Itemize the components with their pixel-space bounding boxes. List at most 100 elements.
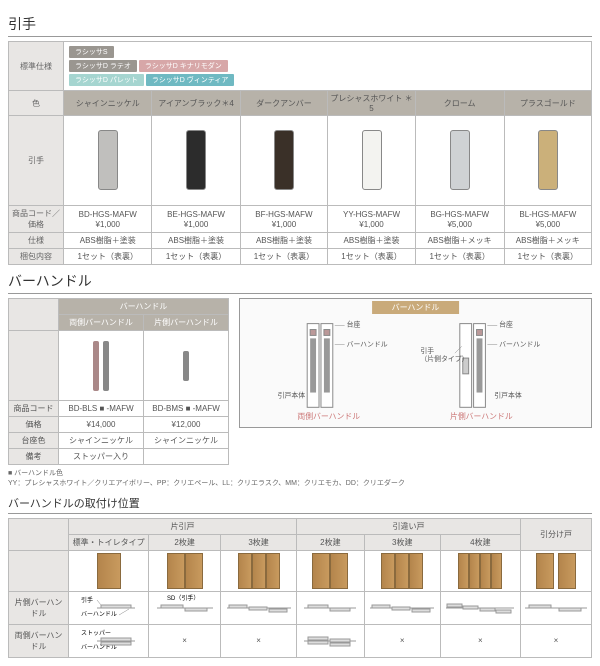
pk-1: 1セット（表裏） (152, 249, 240, 265)
p-one-1: 引手バーハンドル (69, 591, 149, 624)
code-1: BE-HGS-MAFW ¥1,000 (152, 206, 240, 233)
bb1: シャインニッケル (144, 433, 229, 449)
ps-h4: 4枚建 (440, 534, 520, 550)
bp1: ¥12,000 (144, 417, 229, 433)
d3 (221, 550, 297, 591)
badge-3: ラシッサD パレット (69, 74, 144, 86)
d4 (297, 550, 365, 591)
handle-1 (152, 116, 240, 206)
svg-text:バーハンドル: バーハンドル (81, 611, 117, 618)
bar-diagram: バーハンドル 台座 バーハンドル 台座 バーハンドル 引手 （片側タイプ） 引戸… (239, 298, 592, 428)
pr-both: 両側バーハンドル (9, 624, 69, 657)
svg-text:引手: 引手 (420, 346, 434, 355)
bar-r-note: 備考 (9, 449, 59, 465)
bar-grp: バーハンドル (59, 299, 229, 315)
svg-text:台座: 台座 (499, 320, 513, 329)
svg-text:（片側タイプ）: （片側タイプ） (420, 354, 468, 363)
x5: × (521, 624, 592, 657)
mat-0: ABS樹脂＋塗装 (64, 233, 152, 249)
badges: ラシッサSラシッサD ラテオラシッサD キナリモダンラシッサD パレットラシッサ… (68, 45, 587, 87)
bn0: ストッパー入り (59, 449, 144, 465)
bar-title: バーハンドル (8, 271, 592, 294)
ps-std: 標準・トイレタイプ (69, 534, 149, 550)
code-5: BL-HGS-MAFW ¥5,000 (504, 206, 591, 233)
p-one-4 (297, 591, 365, 624)
bp0: ¥14,000 (59, 417, 144, 433)
diagram-svg: 台座 バーハンドル 台座 バーハンドル 引手 （片側タイプ） 引戸本体 引戸本体… (240, 299, 591, 427)
mat-4: ABS樹脂＋メッキ (415, 233, 504, 249)
bar-table: バーハンドル 両側バーハンドル 片側バーハンドル 商品コードBD-BLS ■ -… (8, 298, 229, 465)
bar-r-base: 台座色 (9, 433, 59, 449)
pk-4: 1セット（表裏） (415, 249, 504, 265)
badge-0: ラシッサS (69, 46, 114, 58)
place-title: バーハンドルの取付け位置 (8, 495, 592, 514)
pk-3: 1セット（表裏） (328, 249, 415, 265)
svg-text:引戸本体: 引戸本体 (278, 390, 306, 399)
bar-r-code: 商品コード (9, 401, 59, 417)
row-handle: 引手 (9, 116, 64, 206)
code-3: YY-HGS-MAFW ¥1,000 (328, 206, 415, 233)
bar-img-1 (144, 331, 229, 401)
p-both-4 (297, 624, 365, 657)
pk-0: 1セット（表裏） (64, 249, 152, 265)
badge-1: ラシッサD ラテオ (69, 60, 137, 72)
pk-2: 1セット（表裏） (240, 249, 328, 265)
p-one-2: SD（引手） (149, 591, 221, 624)
x4: × (440, 624, 520, 657)
col-0: シャインニッケル (64, 91, 152, 116)
ph-wake: 引分け戸 (521, 518, 592, 550)
hikite-table: 標準仕様 ラシッサSラシッサD ラテオラシッサD キナリモダンラシッサD パレッ… (8, 41, 592, 265)
badges-cell: ラシッサSラシッサD ラテオラシッサD キナリモダンラシッサD パレットラシッサ… (64, 42, 592, 91)
bc0: BD-BLS ■ -MAFW (59, 401, 144, 417)
bar-diag-title: バーハンドル (372, 301, 460, 314)
handle-3 (328, 116, 415, 206)
row-code: 商品コード／価格 (9, 206, 64, 233)
footnote: ■ バーハンドル色 YY：プレシャスホワイト／クリエアイボリー、PP：クリエペー… (8, 469, 592, 489)
hikite-title: 引手 (8, 14, 592, 37)
svg-text:ストッパー: ストッパー (81, 630, 111, 637)
handle-0 (64, 116, 152, 206)
code-0: BD-HGS-MAFW ¥1,000 (64, 206, 152, 233)
handle-5 (504, 116, 591, 206)
mat-2: ABS樹脂＋塗装 (240, 233, 328, 249)
bar-col-0: 両側バーハンドル (59, 315, 144, 331)
p-one-3 (221, 591, 297, 624)
col-3: プレシャスホワイト ＊5 (328, 91, 415, 116)
row-mat: 仕様 (9, 233, 64, 249)
svg-text:SD（引手）: SD（引手） (167, 594, 199, 602)
ps-k3: 3枚建 (221, 534, 297, 550)
svg-text:片側バーハンドル: 片側バーハンドル (450, 411, 513, 421)
x2: × (221, 624, 297, 657)
handle-2 (240, 116, 328, 206)
ps-h3: 3枚建 (364, 534, 440, 550)
mat-3: ABS樹脂＋塗装 (328, 233, 415, 249)
svg-text:バーハンドル: バーハンドル (347, 340, 388, 348)
ps-k2: 2枚建 (149, 534, 221, 550)
col-5: プラスゴールド (504, 91, 591, 116)
svg-text:引戸本体: 引戸本体 (494, 390, 522, 399)
x1: × (149, 624, 221, 657)
col-1: アイアンブラック＊4 (152, 91, 240, 116)
bar-img-0 (59, 331, 144, 401)
row-color: 色 (9, 91, 64, 116)
bn1 (144, 449, 229, 465)
code-4: BG-HGS-MAFW ¥5,000 (415, 206, 504, 233)
badge-4: ラシッサD ヴィンティア (146, 74, 234, 86)
bb0: シャインニッケル (59, 433, 144, 449)
mat-5: ABS樹脂＋メッキ (504, 233, 591, 249)
d5 (364, 550, 440, 591)
row-spec: 標準仕様 (9, 42, 64, 91)
col-2: ダークアンバー (240, 91, 328, 116)
x3: × (364, 624, 440, 657)
col-4: クローム (415, 91, 504, 116)
svg-text:バーハンドル: バーハンドル (499, 340, 540, 348)
pr-one: 片側バーハンドル (9, 591, 69, 624)
p-both-1: ストッパーバーハンドル (69, 624, 149, 657)
row-pk: 梱包内容 (9, 249, 64, 265)
mat-1: ABS樹脂＋塗装 (152, 233, 240, 249)
ph-kata: 片引戸 (69, 518, 297, 534)
pk-5: 1セット（表裏） (504, 249, 591, 265)
fn-head: ■ バーハンドル色 (8, 470, 63, 477)
d7 (521, 550, 592, 591)
bar-col-1: 片側バーハンドル (144, 315, 229, 331)
